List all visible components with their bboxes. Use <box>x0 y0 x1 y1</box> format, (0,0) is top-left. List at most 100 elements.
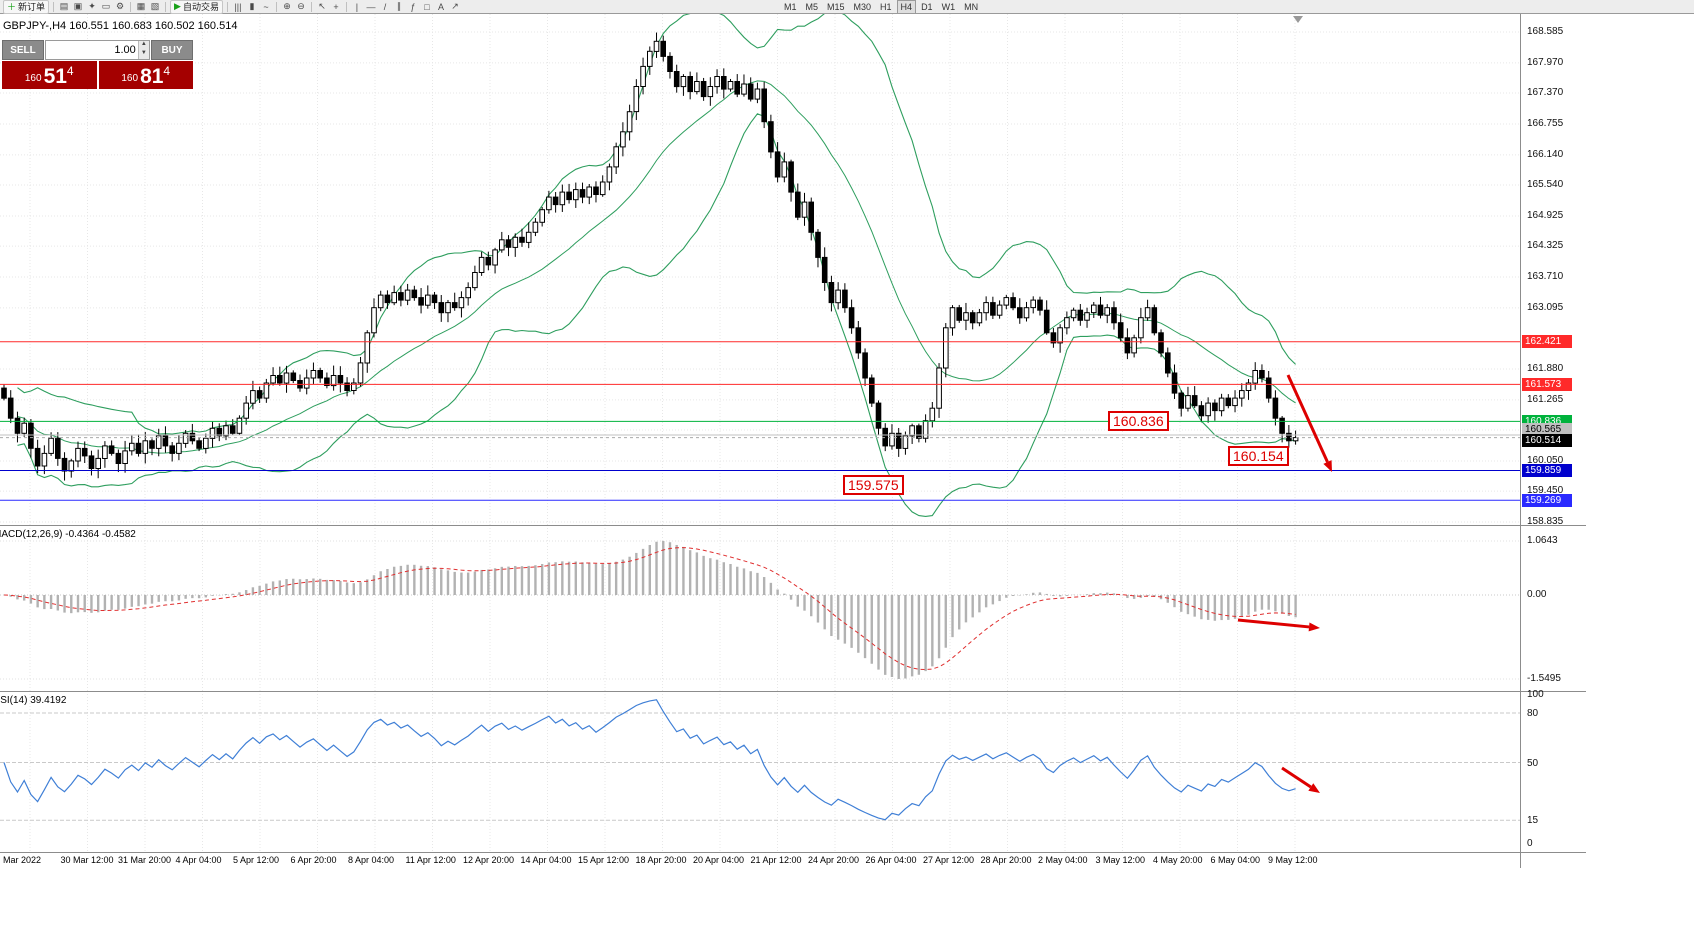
price-line-label[interactable]: 159.269 <box>1522 493 1572 507</box>
candlestick-chart-icon[interactable]: ▮ <box>249 1 255 11</box>
timeframe-MN[interactable]: MN <box>964 1 979 12</box>
price-axis-label: 166.140 <box>1527 148 1564 160</box>
profiles-icon[interactable]: ▧ <box>150 1 160 11</box>
fibonacci-icon[interactable]: ƒ <box>410 1 416 12</box>
toolbar-separator <box>53 1 55 12</box>
crosshair-icon[interactable]: + <box>333 1 339 12</box>
new-order-button[interactable]: ＋新订单 <box>3 0 50 14</box>
auto-trading-button[interactable]: ▶ 自动交易 <box>170 0 223 14</box>
macd-canvas[interactable] <box>0 525 1520 691</box>
rsi-axis-label: 0 <box>1527 838 1533 849</box>
rsi-axis-label: 15 <box>1527 815 1539 827</box>
data-window-icon[interactable]: ▣ <box>73 1 83 11</box>
trendline-icon[interactable]: / <box>383 1 387 12</box>
price-axis-label: 164.325 <box>1527 240 1564 252</box>
volume-input[interactable] <box>46 41 138 59</box>
time-axis-label: 2 May 04:00 <box>1038 855 1088 865</box>
time-axis-label: 4 May 20:00 <box>1153 855 1203 865</box>
volume-down-button[interactable]: ▼ <box>138 50 149 59</box>
time-axis-label: 26 Apr 04:00 <box>865 855 917 865</box>
shapes-icon[interactable]: □ <box>424 1 430 12</box>
price-axis-label: 167.370 <box>1527 87 1564 99</box>
time-axis-label: 31 Mar 20:00 <box>118 855 172 865</box>
toolbar-separator <box>165 1 167 12</box>
toolbar-separator <box>310 1 312 12</box>
price-axis-label: 161.880 <box>1527 362 1564 374</box>
timeframe-M1[interactable]: M1 <box>783 1 797 12</box>
macd-panel[interactable]: MACD(12,26,9) -0.4364 -0.4582 <box>0 525 1520 691</box>
price-annotation[interactable]: 160.154 <box>1228 445 1289 466</box>
time-axis-label: 21 Apr 12:00 <box>750 855 802 865</box>
macd-axis-label: -1.5495 <box>1527 672 1561 684</box>
time-axis-label: 15 Apr 12:00 <box>578 855 630 865</box>
panel-separator[interactable] <box>0 691 1586 692</box>
price-annotation[interactable]: 159.575 <box>843 474 904 495</box>
strategy-tester-icon[interactable]: ⚙ <box>115 1 125 11</box>
price-axis-label: 168.585 <box>1527 26 1564 37</box>
time-axis-label: 14 Apr 04:00 <box>520 855 572 865</box>
text-label-icon[interactable]: A <box>437 1 444 12</box>
volume-up-button[interactable]: ▲ <box>138 41 149 50</box>
price-annotation[interactable]: 160.836 <box>1108 411 1169 432</box>
sell-price-button[interactable]: 160 51 4 <box>2 61 97 89</box>
cursor-icon[interactable]: ↖ <box>318 1 326 11</box>
price-chart-panel[interactable]: GBPJPY-,H4 160.551 160.683 160.502 160.5… <box>0 14 1520 525</box>
buy-price-button[interactable]: 160 81 4 <box>98 61 193 89</box>
rsi-axis-label: 80 <box>1527 708 1539 719</box>
new-chart-icon[interactable]: ▦ <box>136 1 146 11</box>
price-chart-canvas[interactable] <box>0 14 1520 525</box>
macd-axis-label: 0.00 <box>1527 589 1547 600</box>
bar-chart-icon[interactable]: ||| <box>234 1 242 12</box>
arrow-object-icon[interactable]: ↗ <box>451 1 459 11</box>
equidistant-channel-icon[interactable]: ∥ <box>396 1 402 11</box>
sell-price-prefix: 160 <box>24 73 42 84</box>
price-axis-label: 161.265 <box>1527 393 1564 405</box>
time-axis-label: 8 Apr 04:00 <box>348 855 395 865</box>
market-watch-icon[interactable]: ▤ <box>59 1 69 11</box>
time-axis[interactable]: Mar 2022 30 Mar 12:00 31 Mar 20:00 4 Apr 04… <box>0 852 1586 868</box>
buy-price-big: 81 <box>140 65 164 88</box>
time-axis-label: 3 May 12:00 <box>1095 855 1146 865</box>
price-axis-label: 160.050 <box>1527 454 1564 466</box>
buy-button[interactable]: BUY <box>151 40 193 60</box>
timeframe-W1[interactable]: W1 <box>941 1 956 12</box>
sell-button[interactable]: SELL <box>2 40 44 60</box>
rsi-axis-label: 100 <box>1527 689 1544 700</box>
timeframe-H4[interactable]: H4 <box>896 0 917 14</box>
panel-separator[interactable] <box>0 525 1586 526</box>
macd-label: MACD(12,26,9) -0.4364 -0.4582 <box>0 529 136 540</box>
price-line-label[interactable]: 159.859 <box>1522 464 1572 478</box>
time-axis-label: 28 Apr 20:00 <box>980 855 1032 865</box>
price-axis[interactable]: 168.585 167.970 167.370 166.755 166.140 165.5… <box>1520 14 1606 868</box>
time-axis-label: Mar 2022 <box>3 855 42 865</box>
buy-price-sup: 4 <box>163 64 171 78</box>
navigator-icon[interactable]: ✦ <box>88 1 96 11</box>
price-line-label[interactable]: 160.565 <box>1522 423 1572 437</box>
line-chart-icon[interactable]: ~ <box>263 1 269 12</box>
time-axis-label: 12 Apr 20:00 <box>463 855 515 865</box>
toolbar-separator <box>275 1 277 12</box>
panel-separator[interactable] <box>0 852 1586 853</box>
time-axis-label: 6 Apr 20:00 <box>290 855 337 865</box>
rsi-canvas[interactable] <box>0 691 1520 852</box>
timeframe-M5[interactable]: M5 <box>805 1 818 12</box>
horizontal-line-icon[interactable]: — <box>366 1 376 12</box>
time-axis-label: 20 Apr 04:00 <box>693 855 745 865</box>
current-price-label: 160.514 <box>1522 433 1572 447</box>
price-line-label[interactable]: 161.573 <box>1522 377 1572 391</box>
vertical-line-icon[interactable]: | <box>355 1 359 12</box>
price-axis-label: 158.835 <box>1527 515 1564 527</box>
price-line-label[interactable]: 162.421 <box>1522 335 1572 349</box>
timeframe-M15[interactable]: M15 <box>827 1 845 12</box>
zoom-in-icon[interactable]: ⊕ <box>283 1 291 11</box>
price-axis-label: 163.710 <box>1527 270 1564 282</box>
timeframe-H1[interactable]: H1 <box>880 1 892 12</box>
volume-field: ▲ ▼ <box>45 40 150 60</box>
timeframe-D1[interactable]: D1 <box>921 1 933 12</box>
timeframe-M30[interactable]: M30 <box>853 1 872 12</box>
time-axis-label: 30 Mar 12:00 <box>60 855 114 865</box>
zoom-out-icon[interactable]: ⊖ <box>297 1 305 11</box>
terminal-icon[interactable]: ▭ <box>101 1 111 11</box>
rsi-panel[interactable]: RSI(14) 39.4192 <box>0 691 1520 852</box>
time-axis-label: 9 May 12:00 <box>1268 855 1318 865</box>
